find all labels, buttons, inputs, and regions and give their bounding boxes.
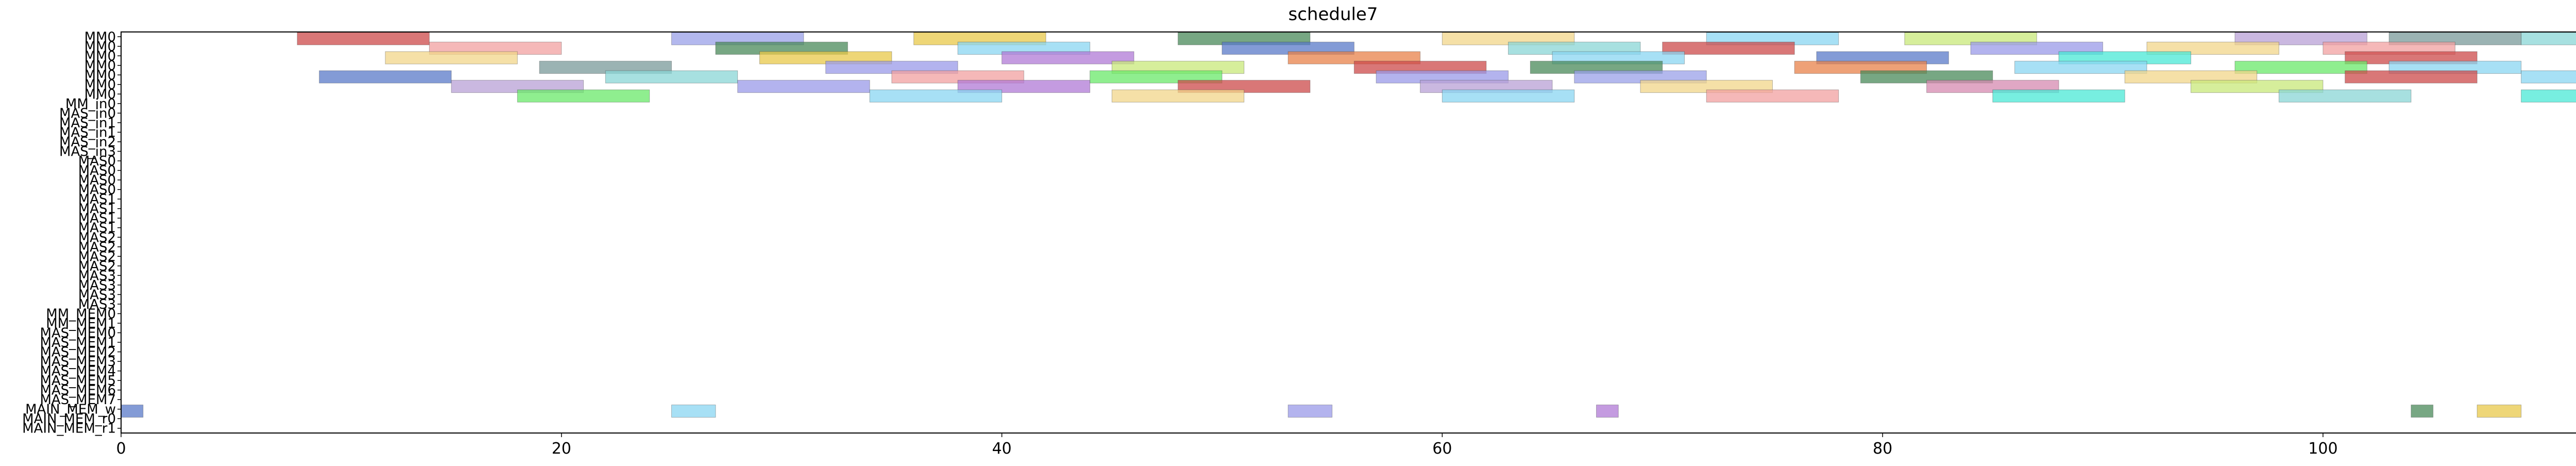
- row-label: MAS1: [78, 202, 116, 217]
- row-label: MAS0: [78, 182, 116, 198]
- row-label: MM0: [84, 68, 116, 83]
- task-bar: [1111, 89, 1245, 103]
- row-label: MAS2: [78, 230, 116, 245]
- row-label: MAIN_MEM_w: [25, 402, 116, 418]
- row-label: MAS_MEM2: [40, 345, 116, 360]
- row-label: MAS2: [78, 259, 116, 274]
- x-tick-label: 20: [552, 440, 571, 458]
- task-bar: [1992, 89, 2125, 103]
- row-label: MAS_in2: [59, 135, 116, 150]
- task-bar: [2521, 70, 2576, 84]
- row-label: MM0: [84, 48, 116, 64]
- row-label: MAS_MEM7: [40, 392, 116, 408]
- task-bar: [517, 89, 650, 103]
- task-bar: [2411, 404, 2434, 418]
- x-tick-label: 40: [992, 440, 1011, 458]
- row-label: MM0: [84, 87, 116, 102]
- row-label: MM_MEM1: [46, 316, 116, 331]
- row-label: MAS0: [78, 173, 116, 188]
- row-label: MAIN_MEM_r0: [22, 411, 116, 427]
- task-bar: [385, 51, 518, 64]
- row-labels: MM0MM0MM0MM0MM0MM0MM0MM_in0MAS_in0MAS_in…: [22, 29, 121, 437]
- x-tick-label: 100: [2308, 440, 2337, 458]
- task-bar: [319, 70, 452, 84]
- task-bar: [737, 80, 870, 93]
- row-label: MM0: [84, 39, 116, 55]
- row-label: MAS_MEM3: [40, 354, 116, 370]
- row-label: MM0: [84, 29, 116, 45]
- row-label: MAS_in1: [59, 125, 116, 141]
- chart-title: schedule7: [1288, 4, 1378, 25]
- row-label: MAS_MEM6: [40, 383, 116, 398]
- task-bar: [121, 404, 144, 418]
- task-bar: [869, 89, 1003, 103]
- task-bar: [1596, 404, 1619, 418]
- task-bar: [605, 70, 738, 84]
- task-bar: [1442, 89, 1575, 103]
- task-bar: [2477, 404, 2522, 418]
- x-tick-label: 80: [1873, 440, 1892, 458]
- x-axis-ticks: 0 20 40 60 80 100: [116, 433, 2338, 458]
- row-label: MM0: [84, 58, 116, 74]
- x-tick-label: 0: [116, 440, 126, 458]
- row-label: MAS1: [78, 221, 116, 236]
- row-label: MAS_MEM0: [40, 326, 116, 341]
- row-label: MAS1: [78, 192, 116, 207]
- task-bar: [671, 404, 716, 418]
- row-label: MAS_in0: [59, 106, 116, 121]
- row-label: MAS1: [78, 211, 116, 226]
- row-label: MAS_MEM5: [40, 373, 116, 389]
- gantt-bars: [121, 32, 2576, 418]
- row-label: MAS2: [78, 240, 116, 255]
- task-bar: [297, 32, 430, 45]
- task-bar: [2345, 70, 2478, 84]
- task-bar: [1706, 89, 1839, 103]
- row-label: MM0: [84, 77, 116, 93]
- task-bar: [2521, 32, 2576, 45]
- row-label: MAS3: [78, 297, 116, 312]
- row-label: MAS3: [78, 268, 116, 284]
- task-bar: [2190, 80, 2324, 93]
- row-label: MM_MEM0: [46, 306, 116, 322]
- row-label: MAS0: [78, 154, 116, 169]
- task-bar: [1287, 404, 1333, 418]
- row-label: MAS_in1: [59, 115, 116, 131]
- row-label: MAS3: [78, 287, 116, 303]
- row-label: MAS_MEM4: [40, 364, 116, 379]
- row-label: MAS3: [78, 278, 116, 293]
- x-tick-label: 60: [1432, 440, 1452, 458]
- row-label: MAS0: [78, 163, 116, 179]
- row-label: MAIN_MEM_r1: [22, 421, 116, 437]
- task-bar: [1002, 51, 1134, 64]
- task-bar: [2521, 89, 2576, 103]
- row-label: MAS_in3: [59, 144, 116, 160]
- axes-frame: [121, 31, 2576, 434]
- row-label: MAS_MEM1: [40, 335, 116, 351]
- row-label: MM_in0: [65, 96, 116, 112]
- task-bar: [2278, 89, 2412, 103]
- row-label: MAS2: [78, 249, 116, 264]
